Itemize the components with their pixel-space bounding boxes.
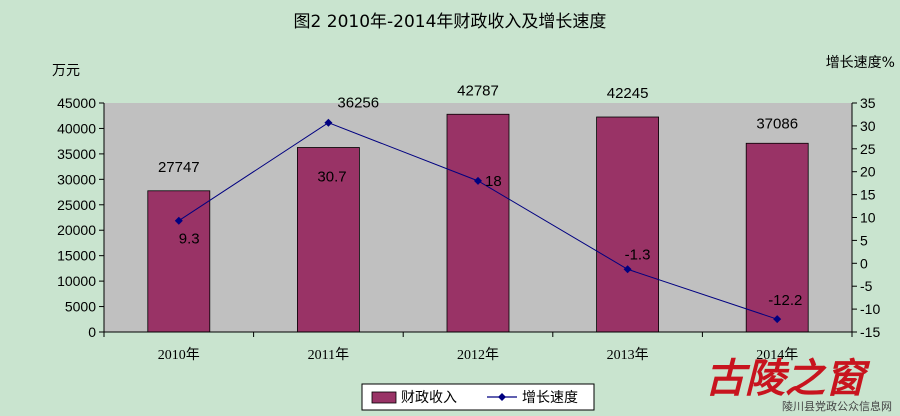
- line-value-label: -12.2: [768, 292, 802, 309]
- left-axis-unit: 万元: [52, 63, 80, 79]
- right-axis-tick-label: -5: [860, 278, 873, 294]
- line-data-labels: 9.3 30.7 18 -1.3 -12.2: [179, 169, 803, 309]
- left-axis-tick-label: 30000: [57, 171, 96, 187]
- category-label: 2012年: [457, 347, 499, 363]
- right-axis-tick-label: 35: [860, 95, 876, 111]
- category-label: 2013年: [607, 347, 649, 363]
- right-axis-unit: 增长速度%: [826, 55, 895, 71]
- right-axis-tick-label: -10: [860, 301, 880, 317]
- right-axis-tick-label: 20: [860, 164, 876, 180]
- bar-value-label: 42245: [607, 85, 649, 102]
- right-axis-tick-label: 30: [860, 118, 876, 134]
- bar-value-label: 36256: [337, 94, 379, 111]
- category-label: 2011年: [308, 347, 349, 363]
- line-value-label: 9.3: [179, 231, 200, 248]
- line-series: [174, 118, 782, 324]
- legend-line-label: 增长速度: [522, 390, 578, 406]
- right-axis-tick-label: 0: [860, 255, 868, 271]
- left-axis-tick-label: 10000: [57, 273, 96, 289]
- category-label: 2014年: [756, 347, 798, 363]
- line-point: [773, 315, 782, 324]
- bar-value-label: 27747: [158, 159, 200, 176]
- left-axis-tick-label: 5000: [65, 299, 96, 315]
- legend: 财政收入 增长速度: [361, 383, 595, 411]
- left-axis-tick-label: 45000: [57, 95, 96, 111]
- legend-bar-swatch: [371, 391, 397, 404]
- line-point: [324, 118, 333, 127]
- bar: [147, 190, 211, 333]
- category-labels: 2010年 2011年 2012年 2013年 2014年: [103, 331, 853, 363]
- bar-value-label: 37086: [756, 115, 798, 132]
- right-axis: -15 -10 -5 0 5 10 15 20 25 30 35: [851, 95, 880, 340]
- line-point: [174, 216, 183, 225]
- left-axis-tick-label: 40000: [57, 120, 96, 136]
- watermark-logo-text: 古陵之窗: [705, 355, 871, 402]
- left-axis-tick-label: 20000: [57, 222, 96, 238]
- line-value-label: 18: [485, 173, 502, 190]
- line-point: [623, 265, 632, 274]
- right-axis-tick-label: 25: [860, 141, 876, 157]
- bar: [596, 116, 659, 333]
- right-axis-tick-label: 10: [860, 210, 876, 226]
- chart-title: 图2 2010年-2014年财政收入及增长速度: [294, 12, 607, 32]
- left-axis: 0 5000 10000 15000 20000 25000 30000 35000 40000…: [57, 95, 105, 340]
- legend-line-marker: [498, 393, 506, 401]
- bar: [296, 147, 360, 333]
- bar-value-label: 42787: [457, 82, 499, 99]
- line-value-label: 30.7: [317, 169, 346, 186]
- legend-box: [361, 383, 595, 411]
- category-label: 2010年: [158, 347, 200, 363]
- bar: [745, 142, 809, 333]
- watermark-logo: 古陵之窗 陵川县党政公众信息网: [705, 355, 892, 413]
- right-axis-tick-label: 5: [860, 232, 868, 248]
- left-axis-tick-label: 0: [88, 324, 96, 340]
- bar: [446, 113, 510, 333]
- left-axis-tick-label: 35000: [57, 146, 96, 162]
- left-axis-tick-label: 15000: [57, 248, 96, 264]
- left-axis-tick-label: 25000: [57, 197, 96, 213]
- bar-series: [147, 113, 809, 333]
- line-value-label: -1.3: [625, 246, 651, 263]
- watermark-caption: 陵川县党政公众信息网: [782, 399, 892, 413]
- right-axis-tick-label: 15: [860, 187, 876, 203]
- line-point: [474, 176, 482, 185]
- legend-bar-label: 财政收入: [401, 390, 457, 406]
- right-axis-tick-label: -15: [860, 324, 880, 340]
- bar-data-labels: 27747 36256 42787 42245 37086: [158, 82, 798, 176]
